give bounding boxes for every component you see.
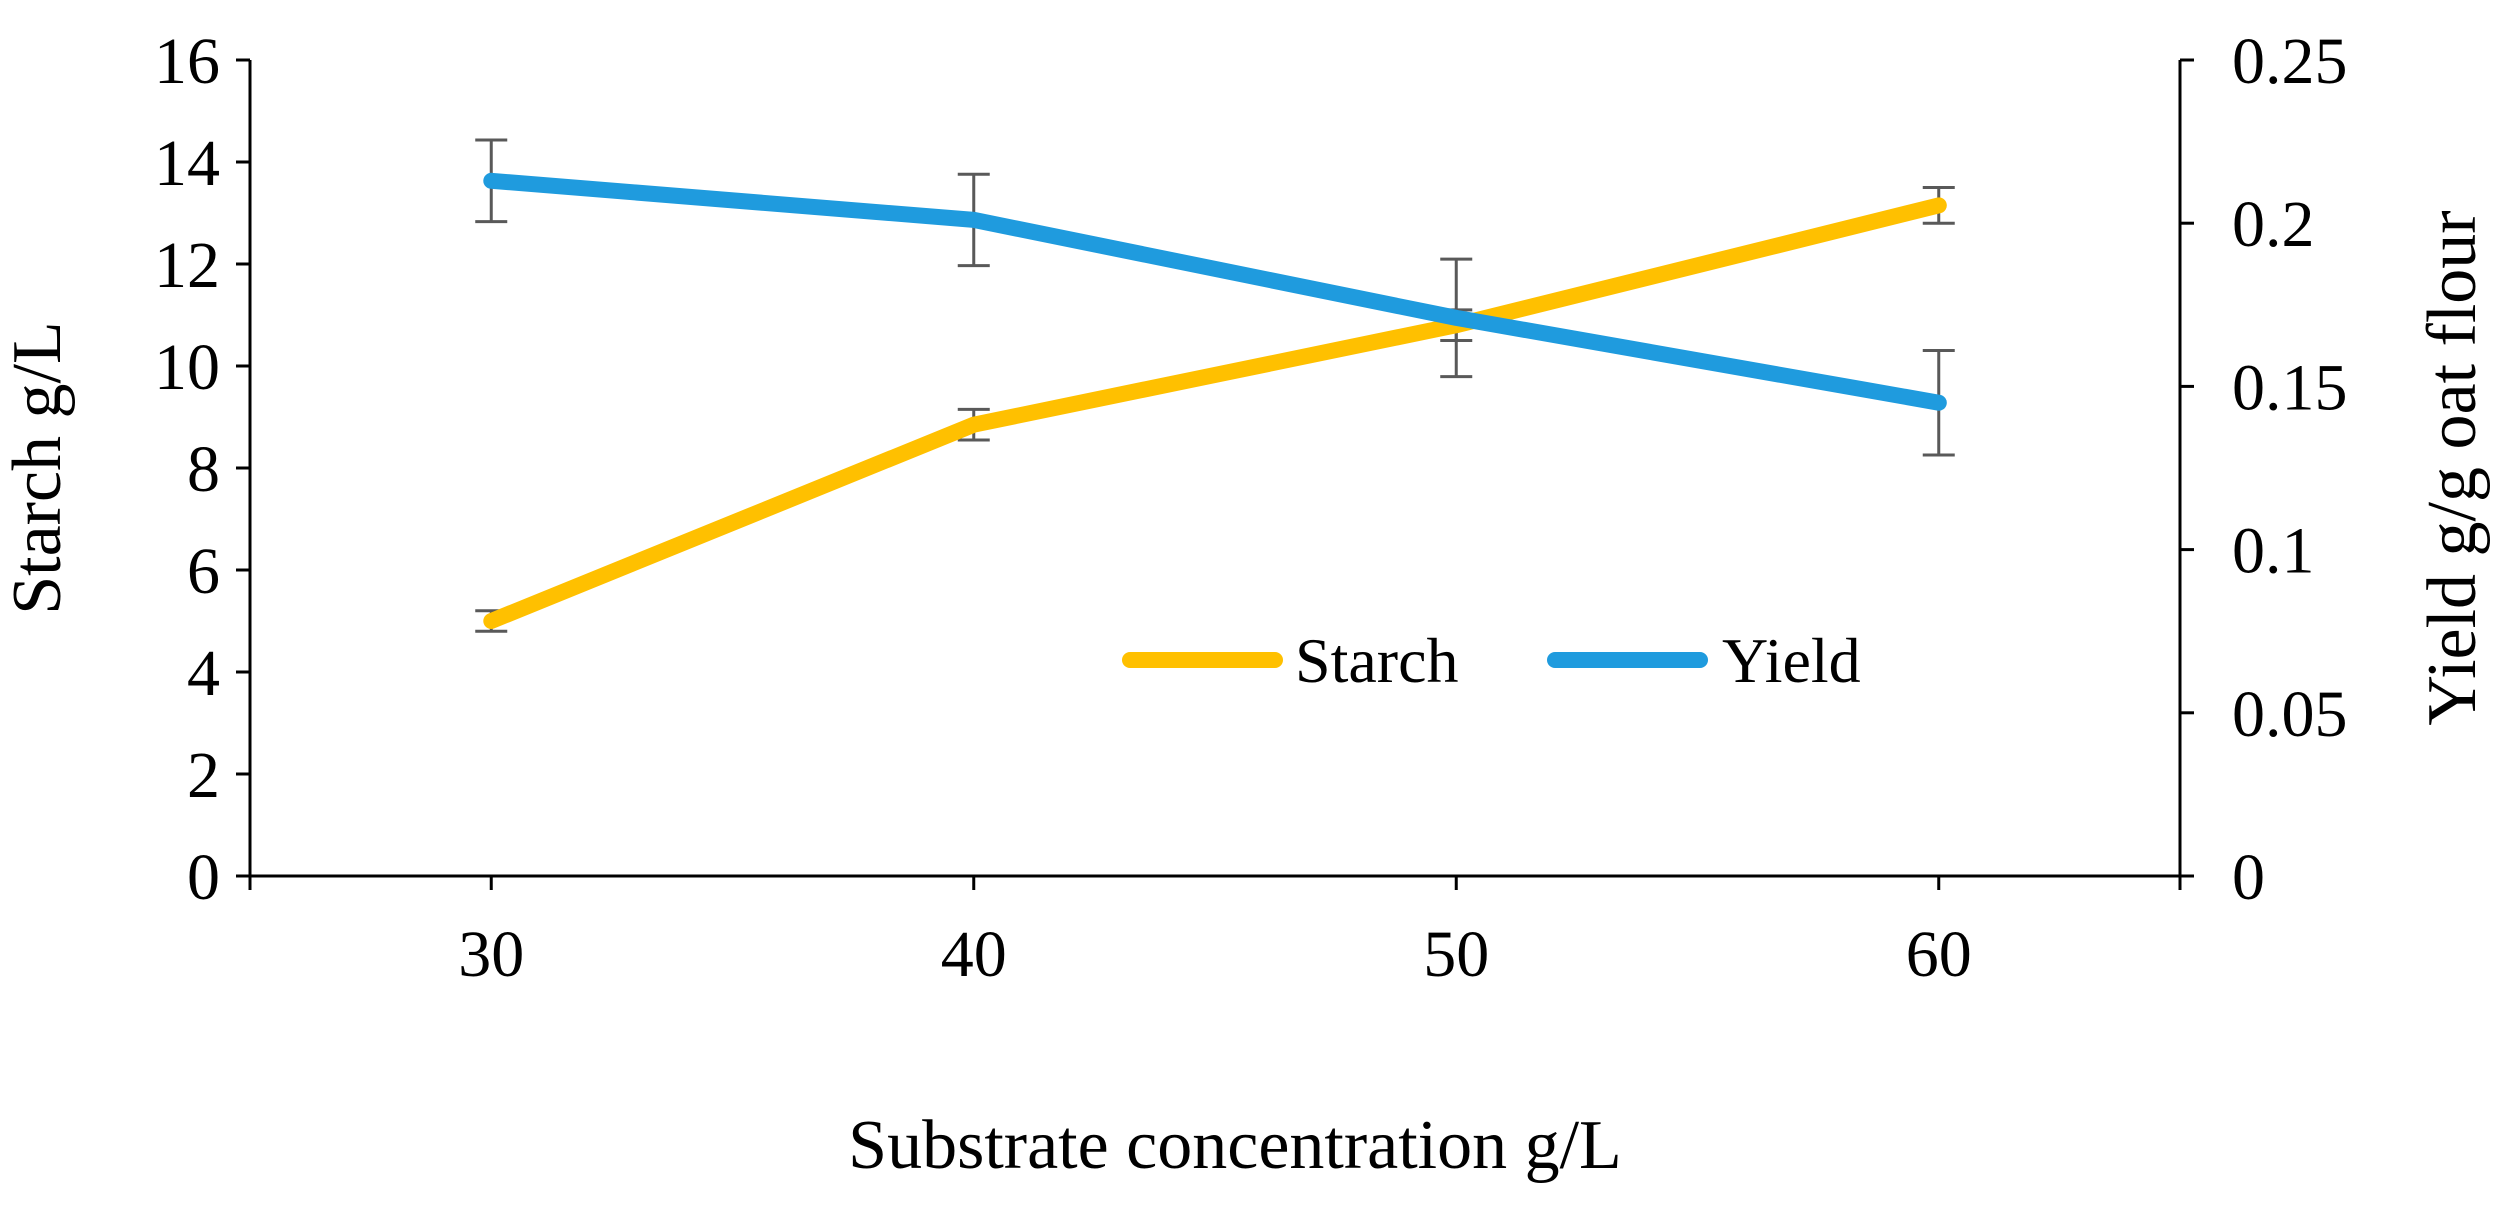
y-axis-title-left: Starch g/L: [0, 321, 76, 615]
y-tick-label-left: 8: [187, 433, 220, 506]
y-tick-label-left: 12: [154, 229, 220, 302]
x-tick-label: 30: [458, 918, 524, 991]
y-tick-label-right: 0.2: [2232, 188, 2315, 261]
y-tick-label-left: 6: [187, 535, 220, 608]
y-tick-label-left: 16: [154, 25, 220, 98]
y-tick-label-left: 14: [154, 127, 220, 200]
y-tick-label-right: 0.05: [2232, 678, 2348, 751]
x-axis-title: Substrate concentration g/L: [848, 1107, 1622, 1184]
legend-label-starch: Starch: [1295, 625, 1459, 696]
y-tick-label-right: 0.1: [2232, 515, 2315, 588]
y-tick-label-left: 0: [187, 841, 220, 914]
x-tick-label: 50: [1423, 918, 1489, 991]
y-tick-label-left: 4: [187, 637, 220, 710]
y-tick-label-right: 0.25: [2232, 25, 2348, 98]
x-tick-label: 40: [941, 918, 1007, 991]
x-tick-label: 60: [1906, 918, 1972, 991]
y-tick-label-left: 2: [187, 739, 220, 812]
series-line-yield: [483, 172, 1947, 411]
y-tick-label-right: 0: [2232, 841, 2265, 914]
legend-label-yield: Yield: [1722, 625, 1861, 696]
y-tick-label-left: 10: [154, 331, 220, 404]
y-tick-label-right: 0.15: [2232, 351, 2348, 424]
series-line-starch: [483, 197, 1947, 629]
y-axis-title-right: Yield g/g oat flour: [2414, 210, 2491, 725]
